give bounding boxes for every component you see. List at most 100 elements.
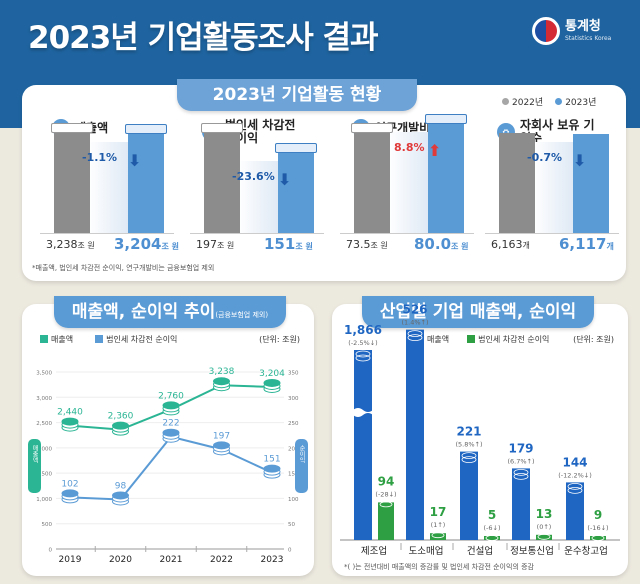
- coin-stack-icon: [112, 491, 129, 500]
- comparison-gradient: [388, 132, 428, 233]
- bar-2023: [573, 134, 609, 233]
- industry-title: 산업별 기업 매출액, 순이익: [362, 296, 594, 328]
- coin-stack-icon: [379, 501, 393, 508]
- legend-label: 2023년: [565, 98, 597, 108]
- trend-line-chart: 0 0 500 50 1,000 100 1,500 150 2,000 200 2,500 250 3…: [28, 367, 308, 565]
- left-tick-label: 0: [49, 548, 53, 554]
- sales-change-label: (1.4%↑): [401, 319, 428, 327]
- category-label: 정보통신업: [510, 545, 554, 557]
- taegeuk-emblem-icon: [532, 17, 560, 45]
- bar-2023: [275, 143, 317, 233]
- data-point: [213, 441, 230, 456]
- coin-stack-icon: [513, 468, 529, 476]
- right-axis-badge: [295, 439, 308, 493]
- value: 197: [196, 238, 217, 251]
- comparison-gradient: [88, 142, 128, 233]
- axis-break: [353, 408, 373, 417]
- sales-change-label: (6.7%↑): [507, 457, 534, 465]
- coin-stack-icon: [537, 533, 551, 540]
- x-tick-label: 2021: [160, 555, 183, 565]
- bar-sales: [566, 482, 584, 540]
- profit-change-label: (0↑): [537, 523, 552, 531]
- sales-change-label: (-2.5%↓): [348, 339, 377, 347]
- value-2023: 80.0조 원: [414, 235, 469, 253]
- industry-note: *( )는 전년대비 매출액의 증감률 및 법인세 차감전 순이익의 증감: [344, 563, 534, 571]
- value-2022: 3,238조 원: [46, 238, 95, 251]
- arrow-up-icon: ⬆: [428, 141, 442, 160]
- left-axis-label: 매출액: [31, 444, 38, 464]
- category-label: 건설업: [467, 545, 493, 557]
- bar-2023: [125, 124, 167, 233]
- legend-2023: 2023년: [555, 95, 596, 108]
- trend-title: 매출액, 순이익 추이(금융보험업 제외): [54, 296, 286, 328]
- legend-square-icon: [467, 335, 476, 343]
- data-point: [61, 417, 79, 432]
- change-percent: 8.8%: [394, 141, 425, 154]
- value-2022: 6,163개: [491, 238, 530, 251]
- sales-value-label: 526: [402, 304, 427, 317]
- comparison-gradient: [533, 142, 573, 233]
- bar-sales: [460, 451, 478, 540]
- profit-change-label: (1↑): [431, 521, 446, 529]
- profit-change-label: (-28↓): [375, 490, 396, 498]
- legend-label: 법인세 차감전 순이익: [478, 335, 550, 344]
- data-point: [162, 401, 180, 416]
- profit-value-label: 94: [378, 474, 395, 488]
- change-percent: -23.6%: [232, 170, 275, 183]
- coin-stack-icon: [513, 472, 529, 480]
- baseline: [40, 233, 174, 234]
- value: 73.5: [346, 238, 371, 251]
- bar-profit: [590, 536, 606, 540]
- sales-change-label: (-12.2%↓): [558, 471, 592, 479]
- trend-legend: 매출액 법인세 차감전 순이익: [40, 334, 300, 345]
- data-label: 197: [213, 431, 230, 441]
- coin-stack-icon: [162, 428, 180, 437]
- baseline: [485, 233, 619, 234]
- data-label: 2,440: [57, 408, 83, 418]
- left-tick-label: 2,000: [36, 446, 52, 452]
- trend-title-text: 매출액, 순이익 추이: [71, 302, 216, 322]
- money-stack-icon: [125, 124, 167, 134]
- coin-stack-icon: [162, 401, 180, 410]
- legend-sales: 매출액: [40, 334, 73, 345]
- arrow-down-icon: ⬇: [573, 151, 587, 170]
- data-point: [112, 491, 129, 506]
- data-label: 98: [115, 481, 127, 491]
- bar-2022: [201, 123, 243, 233]
- bar-sales: [354, 350, 372, 540]
- arrow-down-icon: ⬇: [128, 151, 142, 170]
- category-label: 제조업: [361, 545, 387, 557]
- legend-profit: 법인세 차감전 순이익: [467, 334, 549, 345]
- profit-change-label: (-6↓): [484, 524, 501, 532]
- legend-square-icon: [40, 335, 48, 343]
- legend-dot-icon: [555, 98, 563, 105]
- series-line-profit: [69, 435, 273, 501]
- coin-stack-icon: [407, 334, 423, 341]
- logo-name: 통계청: [565, 19, 601, 34]
- logo-subtitle: Statistics Korea: [565, 35, 612, 42]
- legend-2022: 2022년: [502, 95, 543, 108]
- statistics-korea-logo: 통계청 Statistics Korea: [532, 17, 611, 45]
- profit-value-label: 9: [594, 508, 602, 522]
- metric-card: ₩ 매출액 -1.1% ⬇ 3,238조 원 3,204조 원: [32, 113, 182, 273]
- right-tick-label: 50: [288, 522, 295, 528]
- x-tick-label: 2022: [210, 555, 233, 565]
- bar-sales: [512, 468, 530, 540]
- legend-label: 2022년: [512, 98, 544, 108]
- money-stack-icon: [275, 143, 317, 153]
- profit-value-label: 13: [536, 507, 553, 521]
- data-label: 102: [61, 479, 78, 489]
- coin-stack-icon: [567, 482, 583, 490]
- bar-profit: [378, 502, 394, 540]
- data-label: 3,204: [259, 369, 285, 379]
- coin-stack-icon: [263, 378, 281, 387]
- bar-2022: [51, 123, 93, 233]
- coin-stack-icon: [61, 489, 79, 498]
- coin-stack-icon: [112, 421, 129, 430]
- sales-value-label: 1,866: [344, 323, 382, 337]
- value: 151: [264, 235, 296, 253]
- sales-value-label: 179: [508, 441, 533, 455]
- bar-profit: [430, 533, 446, 540]
- right-axis-label: 순이익: [298, 445, 305, 464]
- profit-value-label: 17: [430, 505, 447, 519]
